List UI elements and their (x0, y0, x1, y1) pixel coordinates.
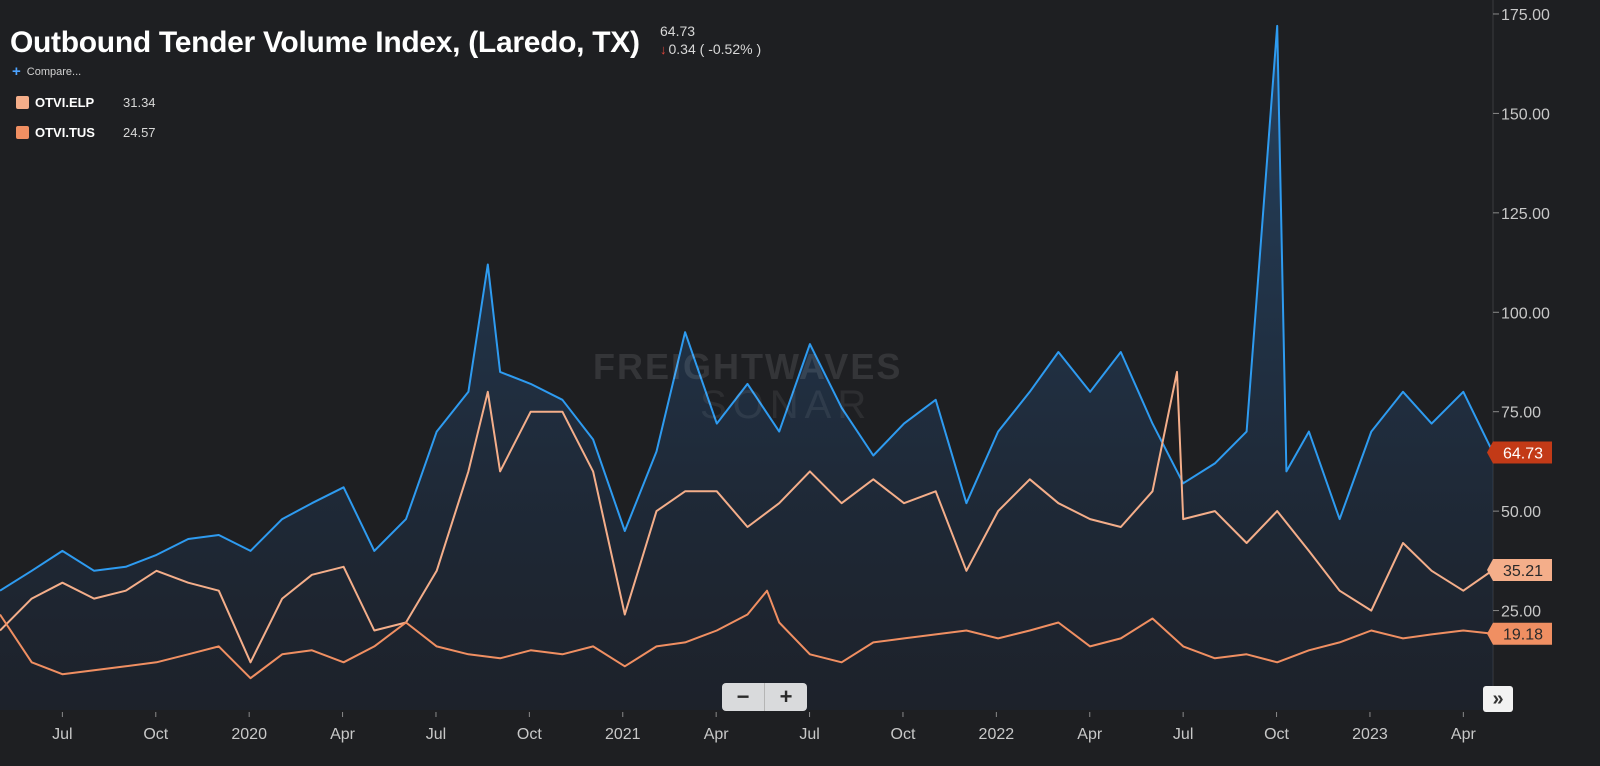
zoom-divider (764, 683, 765, 711)
last-value-label: 35.21 (1503, 563, 1543, 580)
change-value: 0.34 ( -0.52% ) (668, 41, 762, 57)
last-value-label: 64.73 (1503, 446, 1543, 463)
last-value: 64.73 (660, 23, 696, 39)
double-chevron-right-icon: » (1492, 687, 1504, 710)
y-tick-label: 25.00 (1501, 604, 1541, 621)
y-tick-label: 175.00 (1501, 7, 1550, 24)
x-tick-label: Apr (330, 726, 356, 743)
plus-icon: + (12, 63, 21, 80)
y-tick-label: 150.00 (1501, 106, 1550, 123)
legend-symbol: OTVI.ELP (35, 95, 95, 110)
y-tick-label: 50.00 (1501, 504, 1541, 521)
watermark-product: SONAR (700, 383, 873, 427)
y-tick-label: 75.00 (1501, 405, 1541, 422)
elp-series-line (0, 370, 1494, 664)
x-tick-label: Apr (1451, 726, 1477, 743)
x-tick-label: Oct (891, 726, 916, 743)
x-tick-label: 2023 (1352, 726, 1388, 743)
x-tick-label: Apr (704, 726, 730, 743)
x-tick-label: Apr (1077, 726, 1103, 743)
x-tick-label: Jul (799, 726, 819, 743)
arrow-down-icon: ↓ (660, 42, 667, 57)
x-tick-label: Oct (1264, 726, 1289, 743)
tus-series-line (0, 589, 1494, 680)
laredo-series-line (0, 24, 1494, 592)
watermark-brand: FREIGHTWAVES (593, 346, 903, 387)
x-tick-label: Jul (1173, 726, 1193, 743)
zoom-control: − + (722, 683, 807, 711)
legend-item-tus[interactable]: OTVI.TUS 24.57 (16, 125, 156, 140)
zoom-in-button[interactable]: + (765, 683, 807, 711)
legend-item-elp[interactable]: OTVI.ELP 31.34 (16, 95, 156, 110)
laredo-series-area (0, 25, 1493, 710)
x-tick-label: Jul (52, 726, 72, 743)
x-tick-label: Oct (143, 726, 168, 743)
last-value-marker (1487, 558, 1552, 581)
y-tick-label: 125.00 (1501, 206, 1550, 223)
x-tick-label: Oct (517, 726, 542, 743)
x-tick-label: 2022 (979, 726, 1015, 743)
legend-symbol: OTVI.TUS (35, 125, 95, 140)
x-tick-label: 2020 (231, 726, 267, 743)
legend-swatch (16, 126, 29, 139)
minus-icon: − (736, 684, 750, 709)
scroll-to-latest-button[interactable]: » (1483, 686, 1513, 712)
quote-box: 64.73 ↓ 0.34 ( -0.52% ) (660, 22, 761, 59)
plus-icon: + (779, 684, 793, 709)
legend-value: 31.34 (123, 95, 156, 110)
zoom-out-button[interactable]: − (722, 683, 764, 711)
compare-button[interactable]: + Compare... (12, 63, 82, 80)
legend-value: 24.57 (123, 125, 156, 140)
compare-label: Compare... (26, 66, 82, 78)
chart-title: Outbound Tender Volume Index, (Laredo, T… (10, 26, 640, 59)
x-tick-label: 2021 (605, 726, 641, 743)
legend-swatch (16, 96, 29, 109)
last-value-marker (1487, 622, 1552, 645)
y-tick-label: 100.00 (1501, 305, 1550, 322)
last-value-marker (1487, 441, 1552, 464)
last-value-label: 19.18 (1503, 627, 1543, 644)
x-tick-label: Jul (426, 726, 446, 743)
